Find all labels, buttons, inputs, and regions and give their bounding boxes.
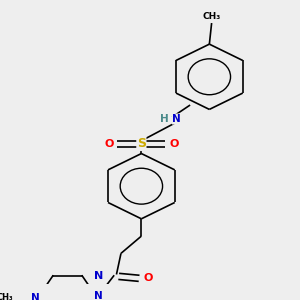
- Text: N: N: [32, 292, 40, 300]
- Text: H: H: [160, 114, 168, 124]
- Text: O: O: [104, 139, 113, 149]
- Text: CH₃: CH₃: [202, 12, 221, 21]
- Text: N: N: [94, 291, 103, 300]
- Text: N: N: [172, 114, 181, 124]
- Text: S: S: [137, 137, 146, 151]
- Text: O: O: [169, 139, 179, 149]
- Text: O: O: [143, 273, 153, 283]
- Text: CH₃: CH₃: [0, 293, 13, 300]
- Text: N: N: [94, 272, 103, 281]
